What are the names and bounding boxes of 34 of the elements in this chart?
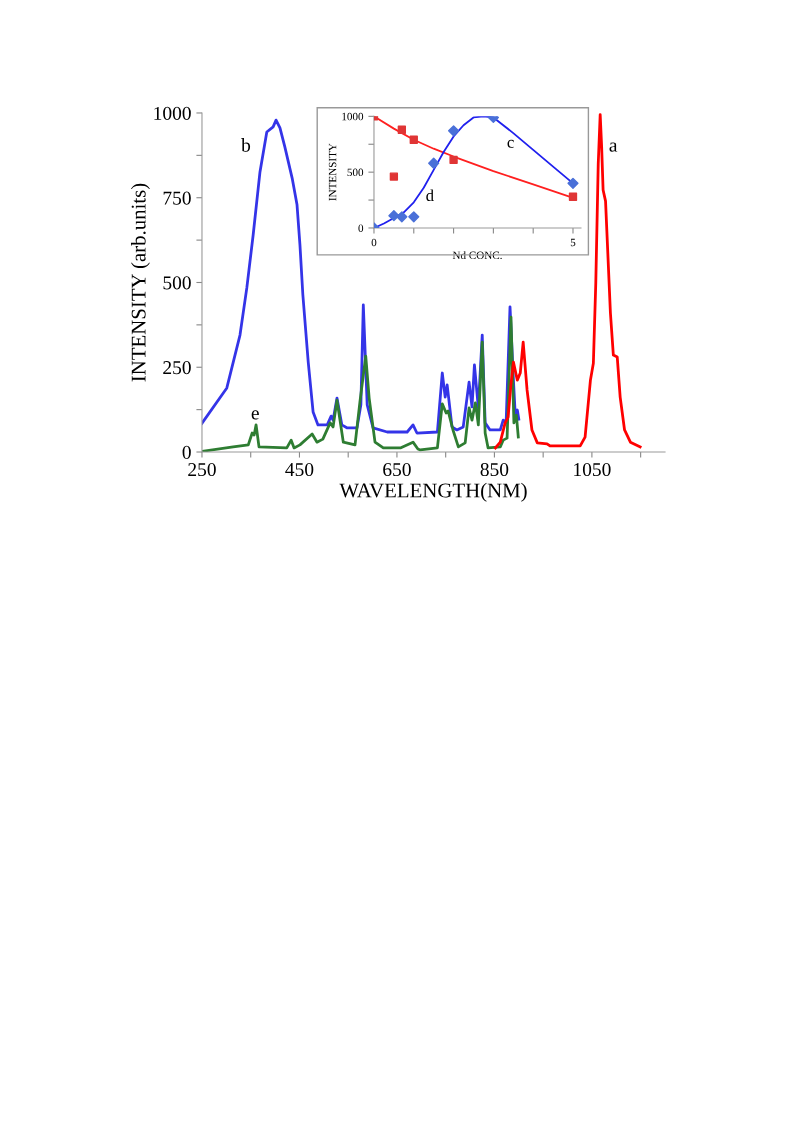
point — [389, 172, 399, 181]
y-tick-label: 500 — [163, 276, 191, 290]
x-tick-label: 850 — [480, 462, 509, 477]
x-tick-label: 250 — [188, 462, 216, 477]
x-tick-label: 5 — [570, 238, 576, 247]
annotation: a — [609, 142, 618, 152]
y-tick-label: 250 — [163, 361, 191, 375]
point — [409, 135, 418, 144]
annotation: b — [241, 138, 251, 152]
point — [567, 177, 579, 189]
x-tick-label: 450 — [285, 462, 314, 477]
point — [449, 155, 458, 165]
point — [396, 211, 408, 223]
x-axis-title: Nd CONC. — [452, 251, 502, 260]
point — [428, 157, 440, 169]
x-axis-title: WAVELENGTH(NM) — [339, 482, 527, 502]
y-tick-label: 0 — [358, 224, 364, 232]
y-tick-label: 1000 — [154, 106, 191, 120]
point — [408, 211, 420, 223]
annotation: d — [426, 189, 434, 202]
y-tick-label: 750 — [163, 191, 191, 205]
y-tick-label: 1000 — [342, 112, 364, 121]
point — [447, 125, 460, 137]
y-tick-label: 0 — [182, 445, 191, 459]
line-series — [201, 315, 520, 453]
point — [397, 125, 407, 134]
annotation: e — [251, 410, 259, 420]
y-axis-title: INTENSITY (arb.units) — [131, 183, 150, 382]
x-tick-label: 650 — [383, 462, 411, 477]
y-axis-title: INTENSITY — [328, 143, 337, 201]
y-tick-label: 500 — [347, 168, 364, 177]
annotation: c — [507, 139, 514, 148]
x-tick-label: 1050 — [574, 462, 611, 477]
point — [568, 192, 578, 201]
